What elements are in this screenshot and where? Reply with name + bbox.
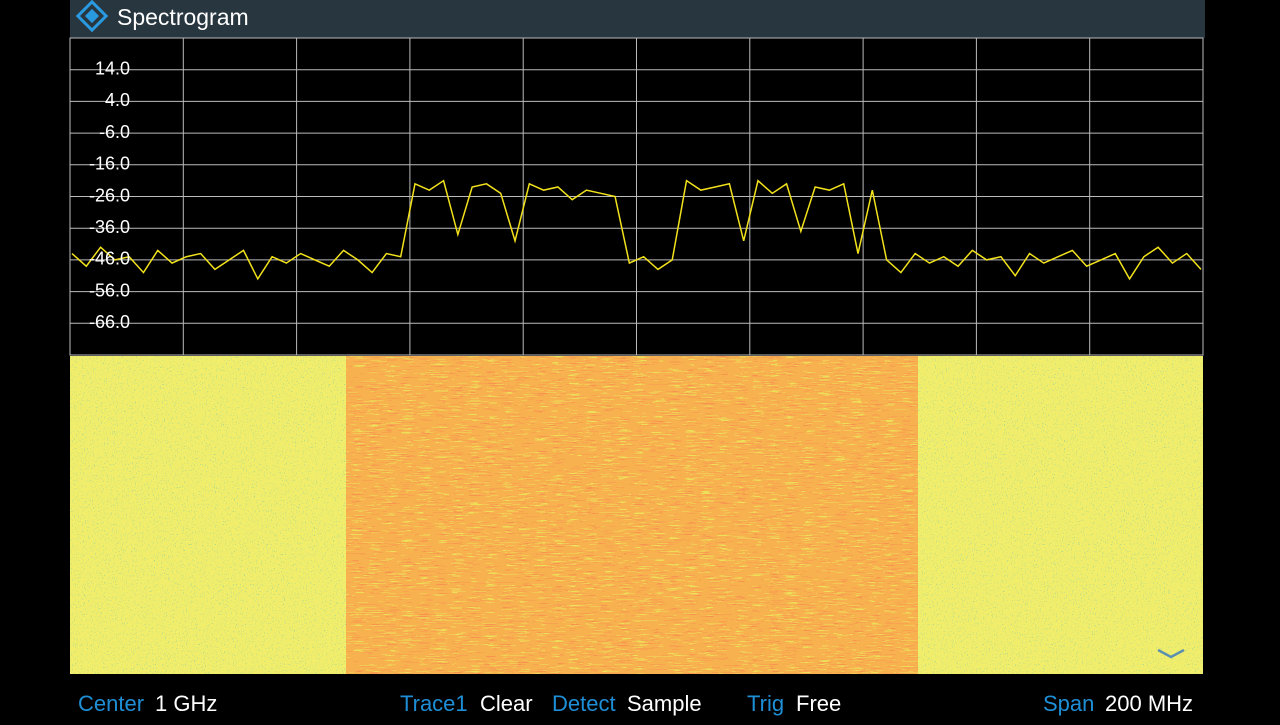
status-value: Clear <box>480 691 533 716</box>
y-tick-label: -46.0 <box>89 249 130 269</box>
status-value: 1 GHz <box>155 691 217 716</box>
status-value: Sample <box>627 691 702 716</box>
status-value: 200 MHz <box>1105 691 1193 716</box>
y-tick-label: 4.0 <box>105 90 130 110</box>
status-value: Free <box>796 691 841 716</box>
scroll-chevron[interactable] <box>1157 648 1185 659</box>
y-tick-label: -26.0 <box>89 185 130 205</box>
y-tick-label: -56.0 <box>89 280 130 300</box>
trace <box>71 179 1202 281</box>
status-label: Detect <box>552 691 616 716</box>
status-label: Span <box>1043 691 1094 716</box>
y-tick-label: -66.0 <box>89 312 130 332</box>
status-label: Center <box>78 691 144 716</box>
y-tick-label: -36.0 <box>89 217 130 237</box>
y-tick-label: 14.0 <box>95 58 130 78</box>
spectrogram-signal <box>346 356 918 674</box>
title: Spectrogram <box>117 4 249 30</box>
y-tick-label: -16.0 <box>89 154 130 174</box>
spectrogram <box>70 356 1203 674</box>
status-bar: Center 1 GHz Trace1 Clear Detect Sample Trig Fr… <box>78 691 1193 716</box>
y-tick-label: -6.0 <box>99 122 130 142</box>
status-label: Trace1 <box>400 691 468 716</box>
title-bar <box>70 0 1205 38</box>
status-label: Trig <box>747 691 784 716</box>
